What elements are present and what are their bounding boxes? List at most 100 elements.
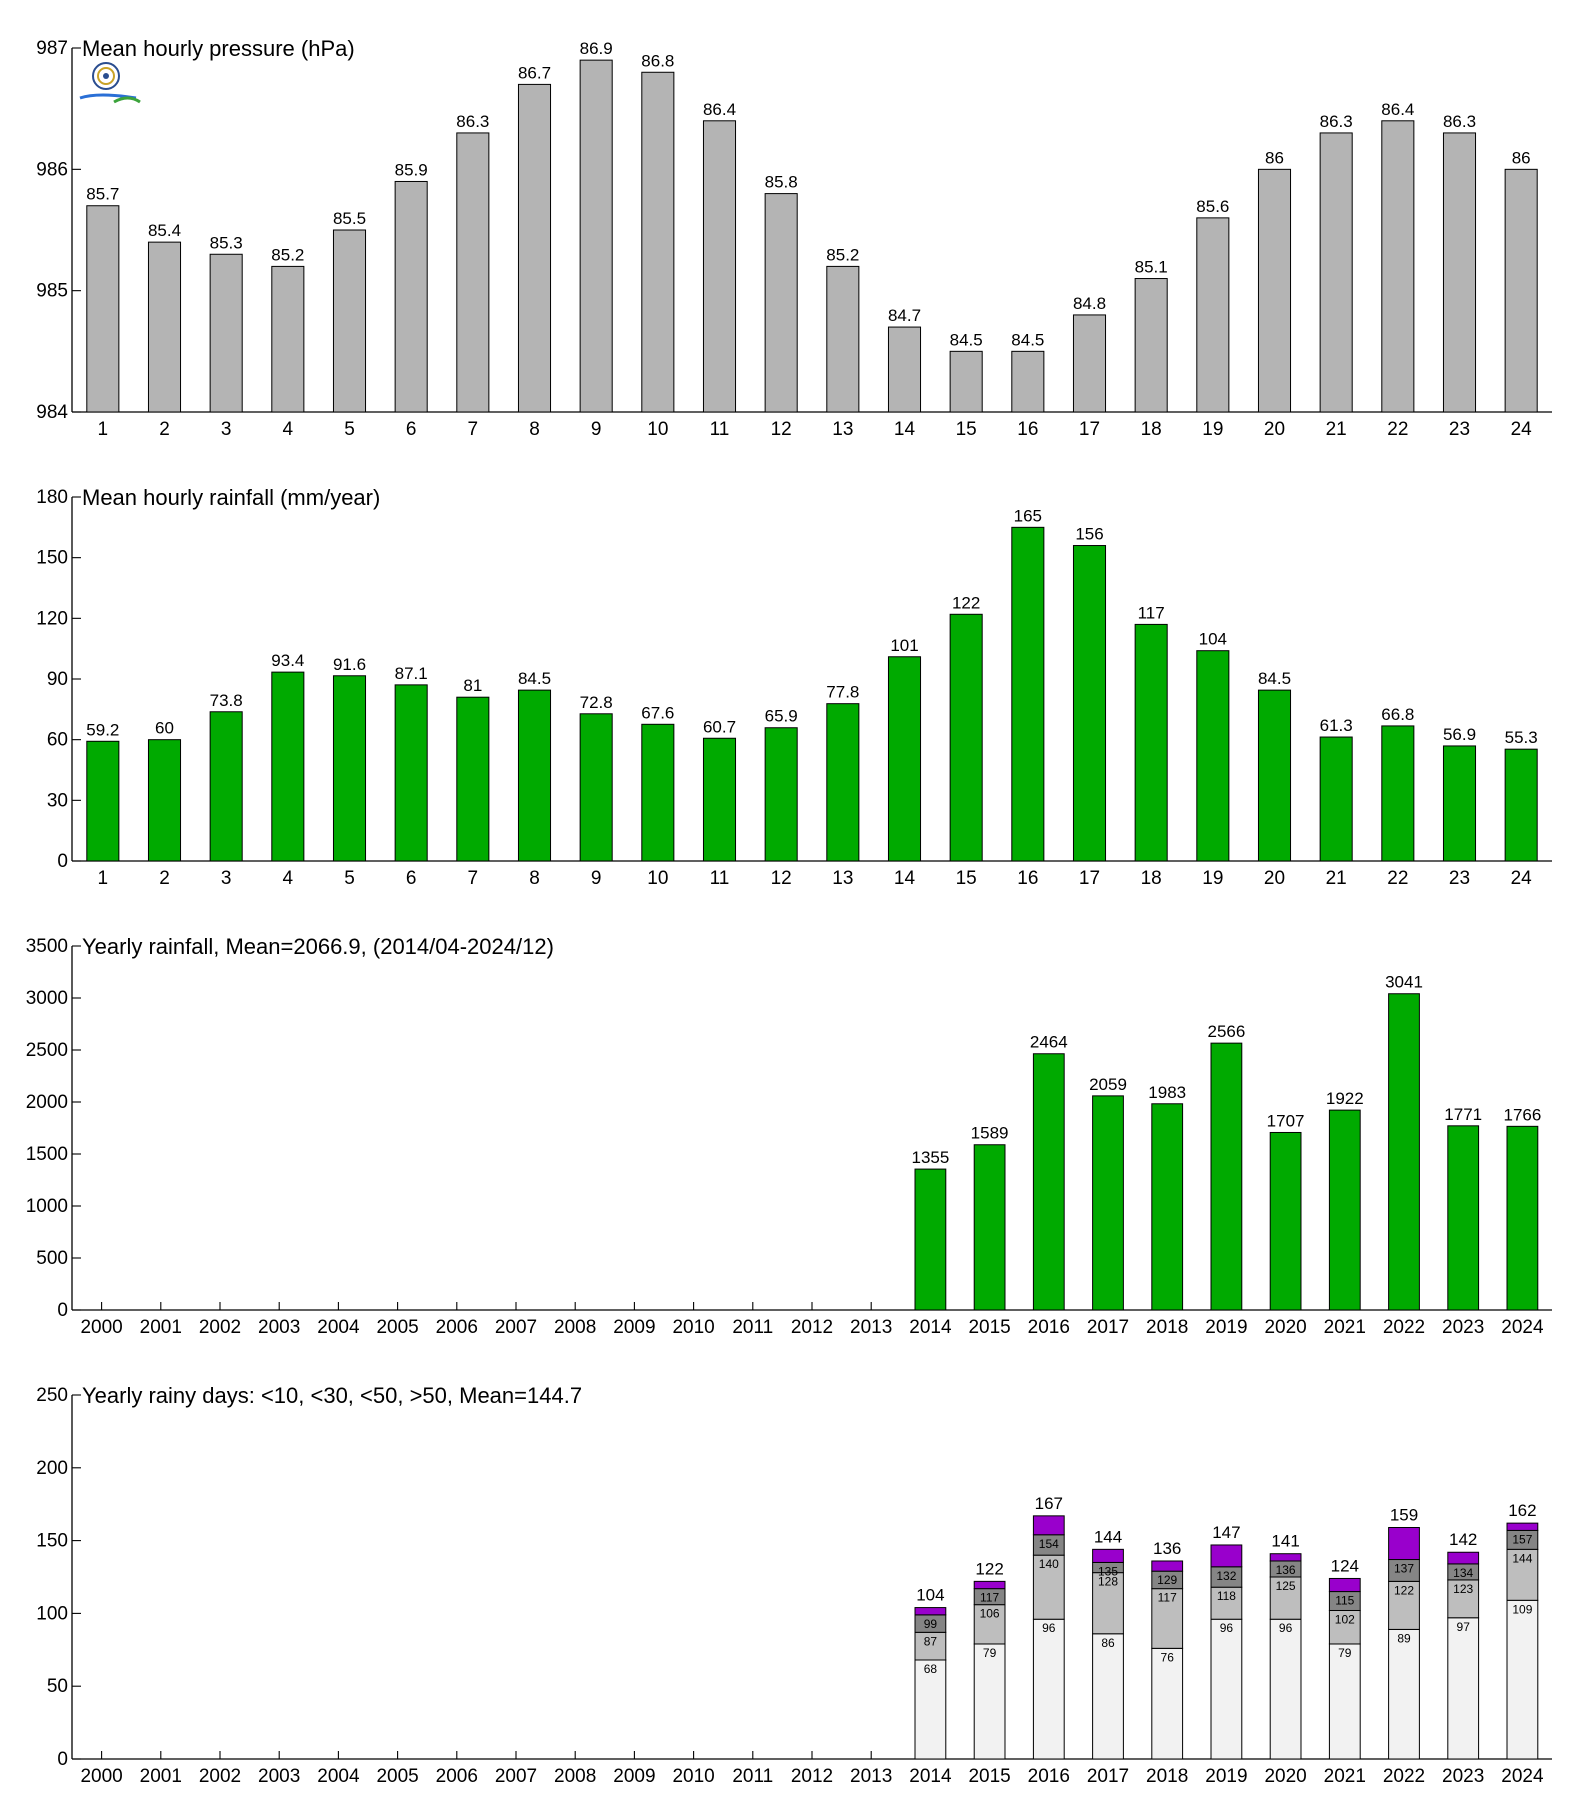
segment-label: 115 bbox=[1335, 1594, 1354, 1608]
bar bbox=[826, 265, 860, 413]
stack-segment bbox=[1328, 1643, 1361, 1760]
bar-value-label: 2464 bbox=[1030, 1033, 1068, 1052]
x-tick-label: 11 bbox=[710, 868, 730, 889]
bar-value-label: 1355 bbox=[911, 1148, 949, 1167]
x-tick-label: 2022 bbox=[1383, 1766, 1425, 1787]
x-tick-label: 8 bbox=[529, 868, 540, 889]
y-tick-label: 2000 bbox=[26, 1092, 68, 1113]
bar-total-label: 162 bbox=[1508, 1501, 1536, 1520]
bar-total-label: 159 bbox=[1390, 1505, 1418, 1524]
x-tick-label: 2021 bbox=[1324, 1317, 1366, 1338]
x-tick-label: 24 bbox=[1511, 419, 1533, 440]
segment-label: 86 bbox=[1101, 1636, 1115, 1650]
bar bbox=[641, 723, 675, 862]
bar-value-label: 1983 bbox=[1148, 1083, 1186, 1102]
bar-value-label: 61.3 bbox=[1320, 716, 1353, 735]
x-tick-label: 2003 bbox=[258, 1766, 300, 1787]
segment-label: 134 bbox=[1453, 1566, 1473, 1580]
x-tick-label: 18 bbox=[1141, 419, 1162, 440]
bar bbox=[1257, 168, 1292, 413]
segment-label: 117 bbox=[980, 1591, 999, 1605]
bar bbox=[579, 59, 613, 413]
bar bbox=[1092, 1095, 1124, 1311]
x-tick-label: 2009 bbox=[613, 1317, 655, 1338]
segment-label: 79 bbox=[1338, 1646, 1352, 1660]
y-tick-label: 180 bbox=[36, 487, 68, 508]
segment-label: 96 bbox=[1279, 1621, 1293, 1635]
y-tick-label: 0 bbox=[57, 1300, 68, 1321]
segment-label: 157 bbox=[1512, 1532, 1532, 1546]
bar-value-label: 85.5 bbox=[333, 209, 366, 228]
stack-segment bbox=[1447, 1617, 1480, 1760]
stack-segment bbox=[973, 1580, 1006, 1590]
x-tick-label: 10 bbox=[647, 868, 668, 889]
stack-segment bbox=[914, 1607, 947, 1616]
bar-value-label: 72.8 bbox=[580, 693, 613, 712]
bar-total-label: 136 bbox=[1153, 1539, 1181, 1558]
bar bbox=[1381, 725, 1415, 862]
x-tick-label: 2022 bbox=[1383, 1317, 1425, 1338]
chart-panel-yearly-rain: Yearly rainfall, Mean=2066.9, (2014/04-2… bbox=[26, 934, 1552, 1338]
x-tick-label: 15 bbox=[956, 419, 977, 440]
x-tick-label: 6 bbox=[406, 419, 417, 440]
x-tick-label: 23 bbox=[1449, 868, 1470, 889]
stack-segment bbox=[1506, 1599, 1539, 1760]
bar bbox=[887, 656, 922, 862]
bar-value-label: 117 bbox=[1138, 603, 1165, 622]
x-tick-label: 2002 bbox=[199, 1766, 241, 1787]
bar-value-label: 1766 bbox=[1503, 1105, 1541, 1124]
x-tick-label: 12 bbox=[771, 868, 792, 889]
x-tick-label: 12 bbox=[771, 419, 792, 440]
bar-value-label: 86 bbox=[1265, 148, 1284, 167]
bar bbox=[914, 1168, 947, 1311]
bar-total-label: 147 bbox=[1212, 1523, 1240, 1542]
x-tick-label: 20 bbox=[1264, 419, 1285, 440]
bar bbox=[209, 253, 243, 413]
bar bbox=[1210, 1042, 1243, 1311]
segment-label: 132 bbox=[1216, 1569, 1236, 1583]
bar bbox=[1506, 1125, 1539, 1311]
lab-logo bbox=[79, 62, 141, 104]
bar-value-label: 60 bbox=[155, 719, 174, 738]
x-tick-label: 7 bbox=[468, 868, 479, 889]
bar bbox=[456, 132, 490, 413]
bar bbox=[579, 713, 613, 862]
bar bbox=[86, 740, 120, 862]
segment-label: 137 bbox=[1394, 1562, 1414, 1576]
bar-value-label: 55.3 bbox=[1505, 728, 1538, 747]
bar-value-label: 77.8 bbox=[826, 683, 859, 702]
stack-segment bbox=[914, 1659, 947, 1760]
y-tick-label: 100 bbox=[36, 1603, 68, 1624]
chart-title: Mean hourly pressure (hPa) bbox=[82, 36, 355, 61]
bar bbox=[1328, 1109, 1361, 1311]
bar-value-label: 86.3 bbox=[456, 112, 489, 131]
x-tick-label: 11 bbox=[710, 419, 730, 440]
y-tick-label: 200 bbox=[36, 1458, 68, 1479]
bar-value-label: 86.3 bbox=[1443, 112, 1476, 131]
x-tick-label: 2016 bbox=[1028, 1766, 1070, 1787]
y-tick-label: 60 bbox=[47, 730, 68, 751]
y-tick-label: 250 bbox=[36, 1385, 68, 1406]
bar-value-label: 1707 bbox=[1267, 1111, 1305, 1130]
stack-segment bbox=[973, 1643, 1006, 1760]
x-tick-label: 17 bbox=[1079, 419, 1100, 440]
y-tick-label: 1500 bbox=[26, 1144, 68, 1165]
bar bbox=[147, 739, 182, 862]
segment-label: 96 bbox=[1220, 1621, 1234, 1635]
segment-label: 102 bbox=[1335, 1612, 1355, 1626]
y-tick-label: 3500 bbox=[26, 936, 68, 957]
bar-value-label: 86.4 bbox=[703, 100, 736, 119]
bar-value-label: 165 bbox=[1014, 506, 1042, 525]
bar bbox=[86, 205, 120, 413]
y-tick-label: 90 bbox=[47, 669, 68, 690]
bar-value-label: 93.4 bbox=[271, 651, 304, 670]
bar-value-label: 85.4 bbox=[148, 221, 181, 240]
bar bbox=[271, 265, 305, 413]
y-tick-label: 3000 bbox=[26, 988, 68, 1009]
x-tick-label: 2018 bbox=[1146, 1766, 1188, 1787]
segment-label: 89 bbox=[1397, 1631, 1411, 1645]
bar bbox=[332, 675, 367, 862]
x-tick-label: 2006 bbox=[436, 1317, 478, 1338]
stack-segment bbox=[1092, 1572, 1124, 1635]
